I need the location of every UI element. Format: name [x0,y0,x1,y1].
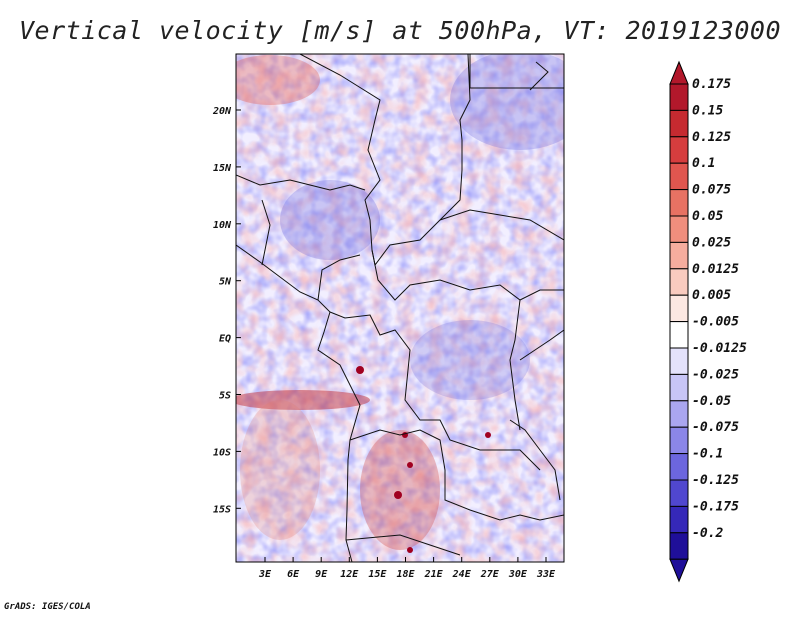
colorbar-label: 0.025 [692,235,731,250]
colorbar-label: 0.005 [692,288,731,303]
colorbar-swatch [669,268,689,296]
colorbar-label: -0.125 [692,473,739,488]
colorbar-label: 0.075 [692,183,731,198]
credit-label: GrADS: IGES/COLA [4,602,91,612]
chart-title: Vertical velocity [m/s] at 500hPa, VT: 2… [18,16,781,45]
colorbar-swatch [669,479,689,507]
colorbar: 0.175 0.15 0.125 0.1 0.075 0.05 0.025 0.0125 0.0… [669,60,747,583]
lon-label: 24E [452,569,472,580]
lat-label: 5N [219,277,232,288]
colorbar-label: 0.15 [692,103,723,118]
colorbar-swatch [669,505,689,534]
lat-label: EQ [219,334,231,345]
map-frame [235,53,565,563]
colorbar-swatch [669,373,689,402]
colorbar-label: -0.005 [692,315,739,330]
lat-label: 5S [219,391,231,402]
colorbar-swatch [669,426,689,455]
longitude-axis: 3E 6E 9E 12E 15E 18E 21E 24E 27E 30E 33E [258,557,556,580]
lon-label: 9E [315,569,328,580]
colorbar-label: 0.125 [692,130,731,145]
colorbar-swatch [669,294,689,323]
colorbar-bottom-arrow [669,558,689,583]
colorbar-label: -0.175 [692,499,739,514]
colorbar-swatch [669,162,689,191]
lon-label: 3E [258,569,272,580]
colorbar-swatch [669,189,689,217]
colorbar-label: 0.05 [692,209,723,224]
colorbar-label: -0.0125 [692,341,747,356]
lon-label: 30E [508,569,528,580]
colorbar-label: -0.2 [692,526,723,541]
colorbar-swatch [669,136,689,164]
colorbar-swatch [669,453,689,481]
colorbar-label: -0.075 [692,420,739,435]
colorbar-swatch [669,532,689,560]
velocity-field [236,54,564,562]
lat-label: 15N [213,163,232,174]
colorbar-swatch [669,321,689,349]
colorbar-top-arrow [669,60,689,85]
colorbar-swatch [669,109,689,138]
lon-label: 12E [340,569,359,580]
colorbar-swatch [669,400,689,428]
lat-label: 10S [213,447,231,458]
colorbar-label: -0.025 [692,367,739,382]
colorbar-swatch [669,241,689,270]
lat-label: 10N [213,220,232,231]
colorbar-swatch [669,347,689,375]
lon-label: 21E [424,569,444,580]
colorbar-label: 0.1 [692,156,715,171]
colorbar-swatch [669,83,689,111]
lon-label: 18E [396,569,415,580]
colorbar-swatch [669,215,689,243]
lon-label: 27E [480,569,500,580]
colorbar-label: -0.1 [692,447,723,462]
lon-label: 33E [536,569,556,580]
lon-label: 15E [368,569,387,580]
colorbar-label: 0.0125 [692,262,739,277]
colorbar-label: 0.175 [692,77,731,92]
latitude-axis: 20N 15N 10N 5N EQ 5S 10S 15S [212,106,241,515]
colorbar-label: -0.05 [692,394,731,409]
lat-label: 20N [212,106,232,117]
lon-label: 6E [287,569,300,580]
lat-label: 15S [213,504,231,515]
